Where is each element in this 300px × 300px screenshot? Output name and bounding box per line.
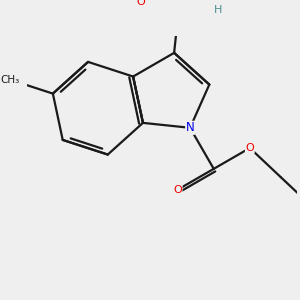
Text: N: N [186, 121, 194, 134]
Text: O: O [245, 143, 254, 153]
Text: O: O [173, 185, 182, 195]
Text: CH₃: CH₃ [1, 75, 20, 85]
Text: H: H [214, 5, 222, 15]
Text: O: O [136, 0, 145, 7]
